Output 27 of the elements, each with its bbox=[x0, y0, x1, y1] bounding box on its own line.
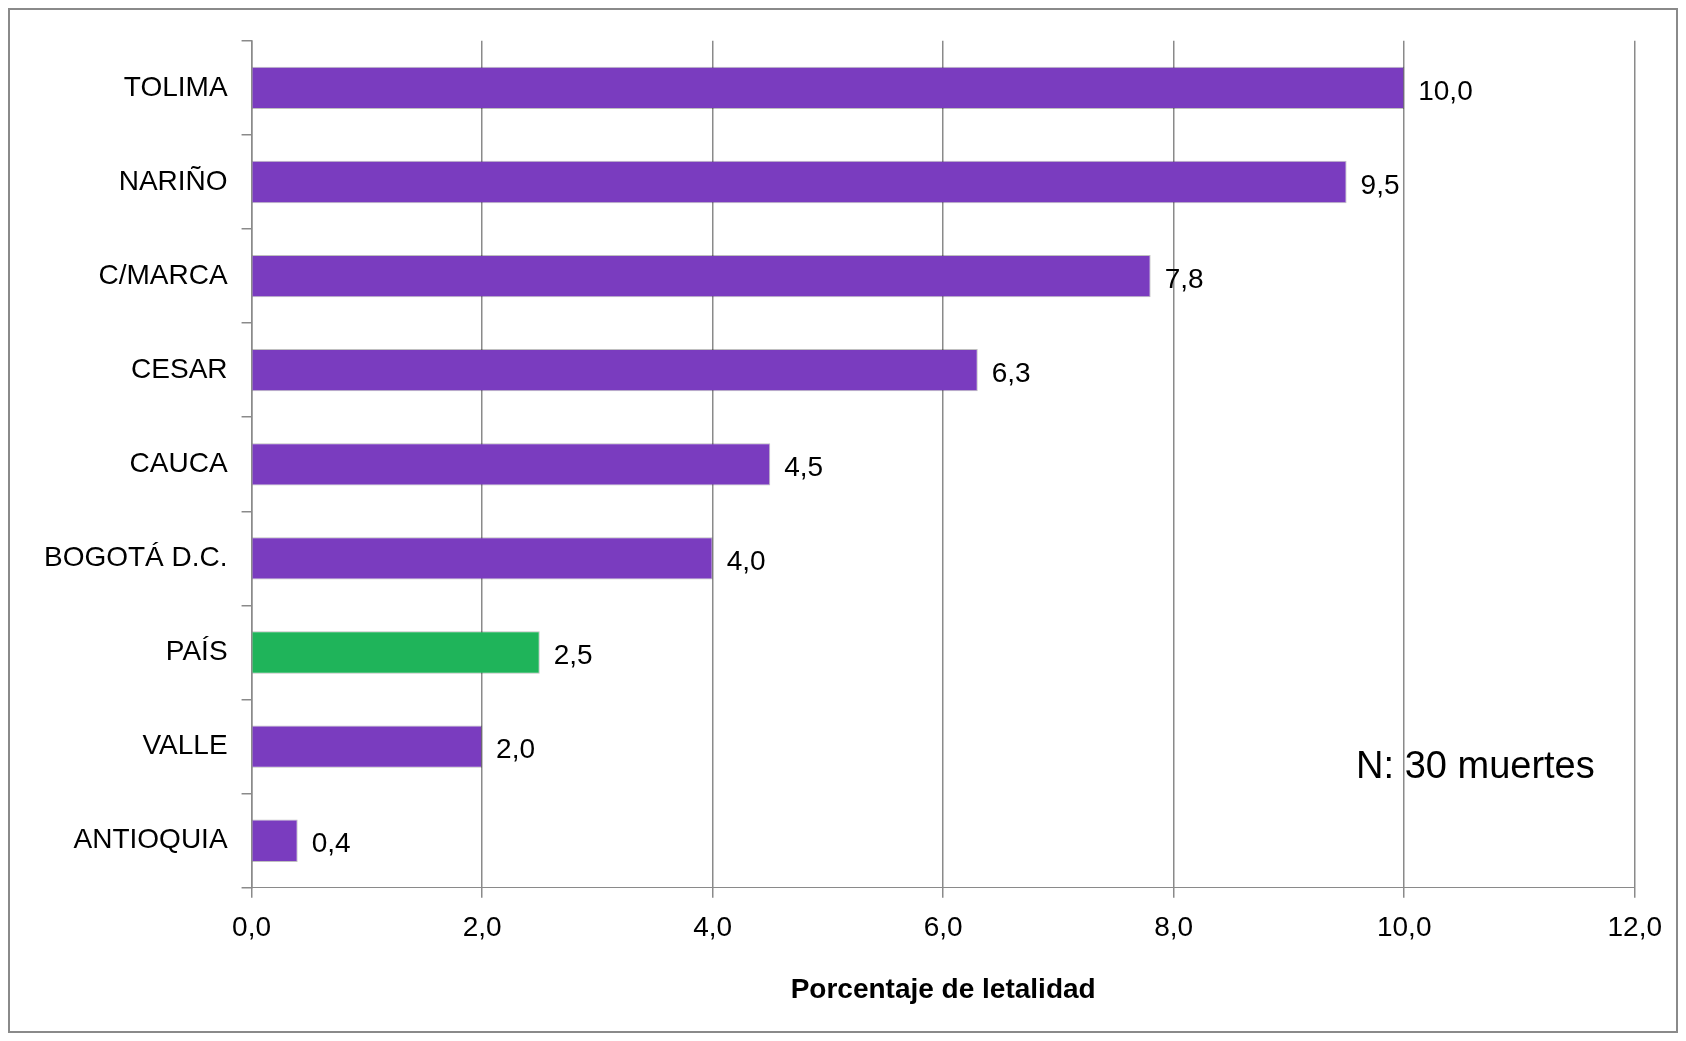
x-tick-label: 0,0 bbox=[232, 911, 272, 943]
x-tick-label: 8,0 bbox=[1154, 911, 1194, 943]
data-label: 7,8 bbox=[1164, 262, 1204, 294]
y-tick-label: NARIÑO bbox=[118, 164, 228, 196]
x-tick-label: 4,0 bbox=[693, 911, 733, 943]
data-label: 4,5 bbox=[784, 451, 824, 483]
y-tick-label: TOLIMA bbox=[123, 70, 228, 102]
y-tick-label: PAÍS bbox=[165, 635, 228, 667]
data-label: 0,4 bbox=[311, 827, 351, 859]
data-label: 10,0 bbox=[1418, 74, 1473, 106]
y-tick-label: C/MARCA bbox=[98, 258, 228, 290]
data-label: 2,0 bbox=[496, 733, 536, 765]
data-label: 2,5 bbox=[553, 639, 593, 671]
y-tick-label: ANTIOQUIA bbox=[73, 823, 228, 855]
data-label: 9,5 bbox=[1360, 168, 1400, 200]
annotation: N: 30 muertes bbox=[1356, 744, 1595, 787]
y-tick-label: CESAR bbox=[131, 352, 228, 384]
y-tick-label: CAUCA bbox=[129, 447, 228, 479]
y-tick-label: VALLE bbox=[142, 729, 228, 761]
data-label: 4,0 bbox=[726, 545, 766, 577]
x-tick-label: 2,0 bbox=[462, 911, 502, 943]
data-label: 6,3 bbox=[991, 356, 1031, 388]
x-tick-label: 12,0 bbox=[1607, 911, 1662, 943]
x-axis-title: Porcentaje de letalidad bbox=[790, 972, 1096, 1004]
y-tick-label: BOGOTÁ D.C. bbox=[43, 541, 228, 573]
x-tick-label: 6,0 bbox=[923, 911, 963, 943]
x-tick-label: 10,0 bbox=[1376, 911, 1432, 943]
